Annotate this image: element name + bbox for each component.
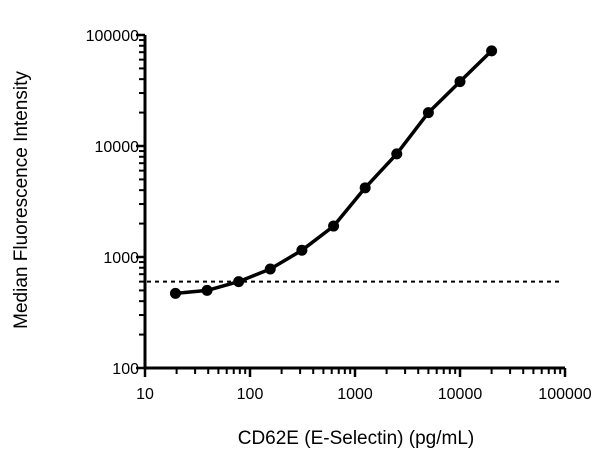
data-point [454, 76, 466, 88]
data-point [264, 263, 276, 275]
y-axis-title: Median Fluorescence Intensity [11, 71, 32, 329]
y-tick-label: 1000 [103, 250, 139, 267]
x-tick-label: 100 [237, 386, 264, 403]
data-point [233, 276, 245, 288]
data-point [391, 148, 403, 160]
x-tick-label: 10 [136, 386, 154, 403]
x-axis-title: CD62E (E-Selectin) (pg/mL) [238, 428, 475, 449]
y-tick-label: 10000 [95, 139, 140, 156]
tick-labels: 10 100 1000 10000 100000 100 1000 10000 100000 [86, 28, 592, 403]
data-point [359, 182, 371, 194]
data-point [328, 220, 340, 232]
data-point [422, 107, 434, 119]
x-tick-label: 1000 [337, 386, 373, 403]
data-point [486, 45, 498, 57]
data-point [296, 244, 308, 256]
x-tick-label: 10000 [438, 386, 483, 403]
y-tick-label: 100 [112, 361, 139, 378]
series-line [175, 49, 493, 296]
y-tick-label: 100000 [86, 28, 139, 45]
data-point [169, 287, 181, 299]
x-tick-label: 100000 [538, 386, 591, 403]
data-points [169, 45, 498, 299]
data-point [201, 284, 213, 296]
